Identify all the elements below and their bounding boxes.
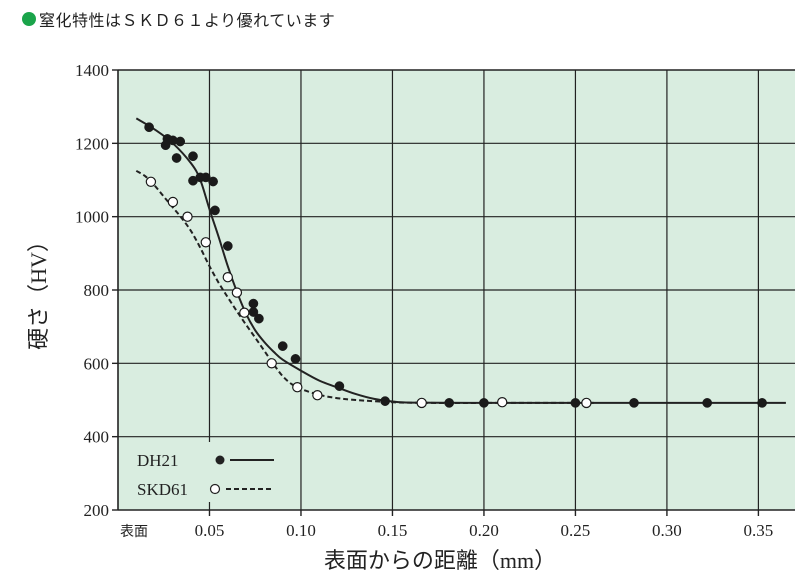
data-point-dh21 [445,398,454,407]
x-tick-label: 0.25 [561,521,591,540]
data-point-skd61 [183,212,192,221]
x-tick-label: 0.05 [195,521,225,540]
data-point-dh21 [479,398,488,407]
x-tick-label: 0.10 [286,521,316,540]
data-point-skd61 [168,197,177,206]
data-point-skd61 [293,383,302,392]
y-tick-label: 1200 [75,134,109,153]
data-point-dh21 [254,314,263,323]
x-axis-label: 表面からの距離（mm） [324,548,556,573]
x-tick-label: 0.15 [378,521,408,540]
data-point-dh21 [188,152,197,161]
data-point-dh21 [209,177,218,186]
data-point-skd61 [582,398,591,407]
y-tick-label: 400 [84,428,110,447]
data-point-skd61 [498,398,507,407]
data-point-skd61 [201,238,210,247]
y-tick-label: 600 [84,354,110,373]
legend-marker-dh21 [216,456,225,465]
data-point-dh21 [291,354,300,363]
data-point-skd61 [146,177,155,186]
legend-label-dh21: DH21 [137,451,179,470]
data-point-dh21 [223,241,232,250]
x-tick-label: 表面 [120,524,148,540]
data-point-dh21 [278,342,287,351]
data-point-dh21 [381,397,390,406]
y-tick-label: 1400 [75,61,109,80]
data-point-skd61 [313,391,322,400]
data-point-skd61 [232,288,241,297]
x-tick-labels: 表面 0.05 0.10 0.15 0.20 0.25 0.30 0.35 [120,510,773,540]
data-point-dh21 [176,137,185,146]
y-axis-label: 硬さ（HV） [26,230,51,350]
y-tick-label: 1000 [75,208,109,227]
data-point-dh21 [758,398,767,407]
y-tick-label: 200 [84,501,110,520]
data-point-dh21 [210,206,219,215]
legend-marker-skd61 [211,485,220,494]
x-tick-label: 0.30 [652,521,682,540]
data-point-skd61 [417,398,426,407]
data-point-skd61 [223,273,232,282]
data-point-dh21 [571,398,580,407]
y-tick-labels: 200 400 600 800 1000 1200 1400 [75,61,118,520]
data-point-dh21 [629,398,638,407]
legend-label-skd61: SKD61 [137,480,188,499]
data-point-dh21 [145,123,154,132]
data-point-dh21 [703,398,712,407]
x-tick-label: 0.35 [744,521,774,540]
data-point-skd61 [240,308,249,317]
data-point-skd61 [267,359,276,368]
legend: DH21 SKD61 [128,442,296,502]
data-point-dh21 [172,153,181,162]
y-tick-label: 800 [84,281,110,300]
data-point-dh21 [335,382,344,391]
data-point-dh21 [249,299,258,308]
x-tick-label: 0.20 [469,521,499,540]
